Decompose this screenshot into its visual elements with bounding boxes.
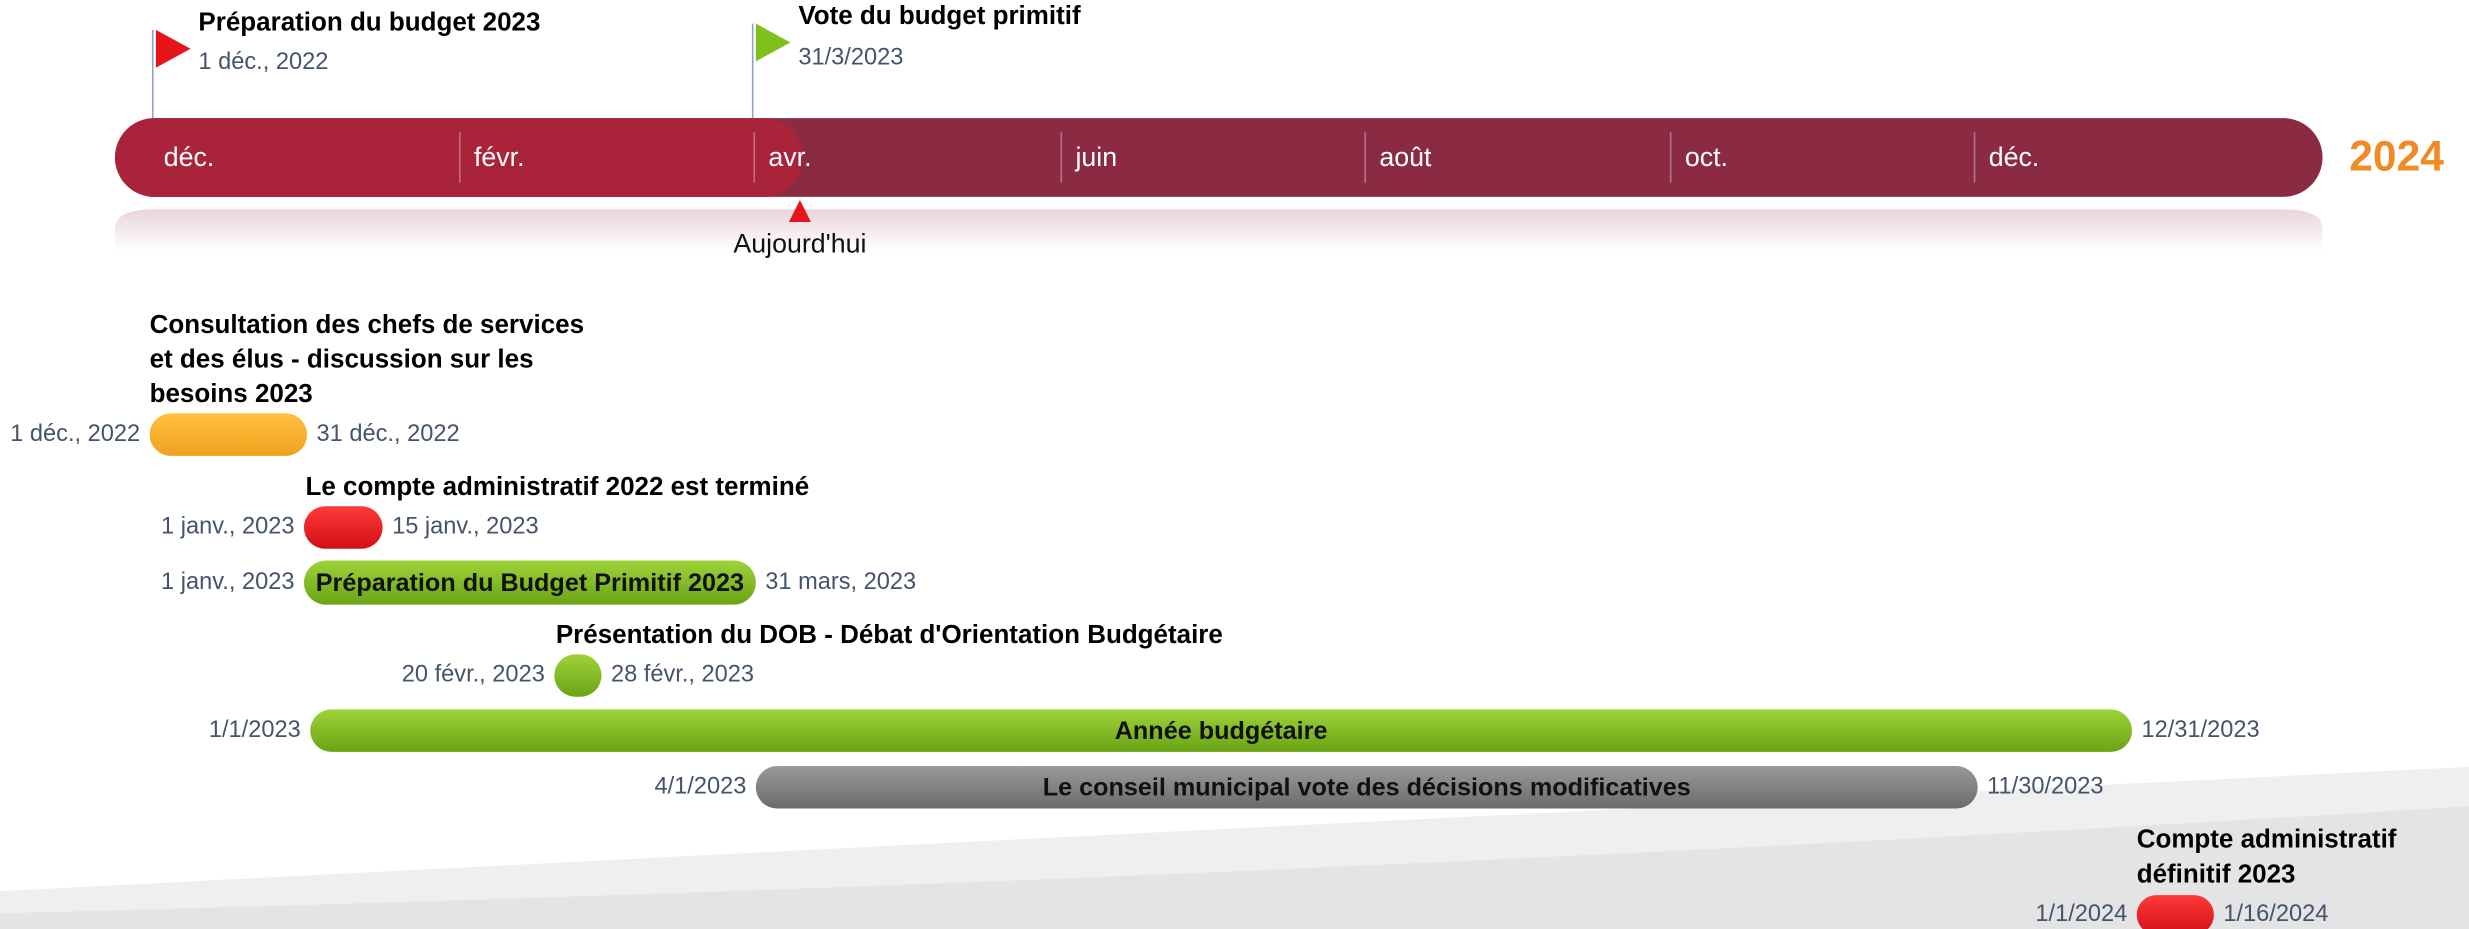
task-title: Le compte administratif 2022 est terminé xyxy=(306,471,810,501)
today-label: Aujourd'hui xyxy=(733,229,866,259)
milestone-title: Préparation du budget 2023 xyxy=(198,6,540,36)
month-label: févr. xyxy=(474,142,525,172)
month-label: oct. xyxy=(1685,142,1728,172)
month-label: déc. xyxy=(1989,142,2040,172)
year-label: 2024 xyxy=(2349,133,2444,180)
task-end: 15 janv., 2023 xyxy=(392,514,539,540)
task-bar xyxy=(303,560,756,605)
bar-reflection xyxy=(114,209,2323,252)
task-title: Consultation des chefs de services xyxy=(150,309,584,339)
task-end: 31 déc., 2022 xyxy=(317,421,460,447)
task-end: 11/30/2023 xyxy=(1987,774,2103,800)
task-start: 1 janv., 2023 xyxy=(161,514,294,540)
task-bar xyxy=(303,506,383,549)
task-label: Le conseil municipal vote des décisions … xyxy=(1043,774,1691,802)
task-end: 12/31/2023 xyxy=(2141,717,2259,743)
task-title: et des élus - discussion sur les xyxy=(150,343,534,373)
task-start: 1/1/2023 xyxy=(209,717,301,743)
task-start: 1 janv., 2023 xyxy=(161,569,294,595)
month-label: déc. xyxy=(164,142,215,172)
task-start: 1/1/2024 xyxy=(2035,901,2127,927)
task-title: Présentation du DOB - Débat d'Orientatio… xyxy=(556,619,1223,649)
today-marker xyxy=(788,199,811,223)
milestone-flag xyxy=(155,29,191,68)
task-bar xyxy=(2136,895,2214,929)
milestone-date: 1 déc., 2022 xyxy=(198,49,328,75)
milestone-flag xyxy=(755,23,791,62)
month-label: août xyxy=(1379,142,1432,172)
task-start: 20 févr., 2023 xyxy=(402,662,545,688)
task-label: Année budgétaire xyxy=(1115,717,1328,745)
milestone-date: 31/3/2023 xyxy=(798,44,903,70)
task-end: 1/16/2024 xyxy=(2223,901,2328,927)
task-bar xyxy=(554,654,602,697)
elapsed-bar xyxy=(114,118,804,197)
task-title: besoins 2023 xyxy=(150,378,313,408)
task-start: 4/1/2023 xyxy=(654,774,746,800)
task-title: Compte administratif xyxy=(2137,824,2397,854)
task-bar xyxy=(755,766,1978,809)
month-label: juin xyxy=(1074,142,1117,172)
task-label: Préparation du Budget Primitif 2023 xyxy=(316,569,744,597)
task-bar xyxy=(149,413,308,456)
month-label: avr. xyxy=(768,142,811,172)
milestone-title: Vote du budget primitif xyxy=(798,0,1081,30)
task-start: 1 déc., 2022 xyxy=(10,421,140,447)
task-end: 31 mars, 2023 xyxy=(765,569,916,595)
background-swoosh xyxy=(0,806,2469,929)
task-bar xyxy=(310,709,2133,752)
task-end: 28 févr., 2023 xyxy=(611,662,754,688)
task-title: définitif 2023 xyxy=(2137,858,2296,888)
